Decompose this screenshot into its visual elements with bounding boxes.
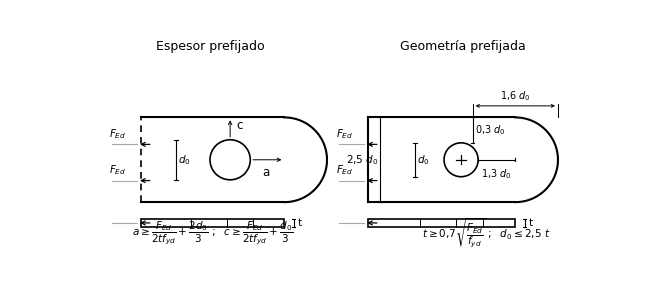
Text: t: t [298,218,302,228]
Text: 1,6 $d_0$: 1,6 $d_0$ [500,89,530,103]
Bar [141,219,284,227]
Text: 2,5 $d_0$: 2,5 $d_0$ [345,153,378,167]
Text: $F_{Ed}$: $F_{Ed}$ [109,163,127,177]
Text: $F_{Ed}$: $F_{Ed}$ [336,127,353,140]
Text: $a \geq \dfrac{F_{Ed}}{2tf_{yd}} + \dfrac{2d_0}{3}\ ;\ \ c \geq \dfrac{F_{Ed}}{2: $a \geq \dfrac{F_{Ed}}{2tf_{yd}} + \dfra… [133,219,294,247]
Text: $F_{Ed}$: $F_{Ed}$ [109,127,127,140]
Text: Geometría prefijada: Geometría prefijada [400,40,526,53]
Text: $d_0$: $d_0$ [417,153,430,167]
Text: 0,3 $d_0$: 0,3 $d_0$ [475,123,506,137]
Text: Espesor prefijado: Espesor prefijado [156,40,265,53]
Text: $t \geq 0{,}7\sqrt{\dfrac{F_{Ed}}{f_{yd}}}\ ;\ \ d_0 \leq 2{,}5\ t$: $t \geq 0{,}7\sqrt{\dfrac{F_{Ed}}{f_{yd}… [422,216,550,250]
Bar [368,219,515,227]
Text: c: c [236,119,243,132]
Text: $F_{Ed}$: $F_{Ed}$ [336,163,353,177]
Text: $d_0$: $d_0$ [178,153,191,167]
Text: 1,3 $d_0$: 1,3 $d_0$ [481,167,512,180]
Text: t: t [528,218,532,228]
Text: a: a [262,166,269,179]
